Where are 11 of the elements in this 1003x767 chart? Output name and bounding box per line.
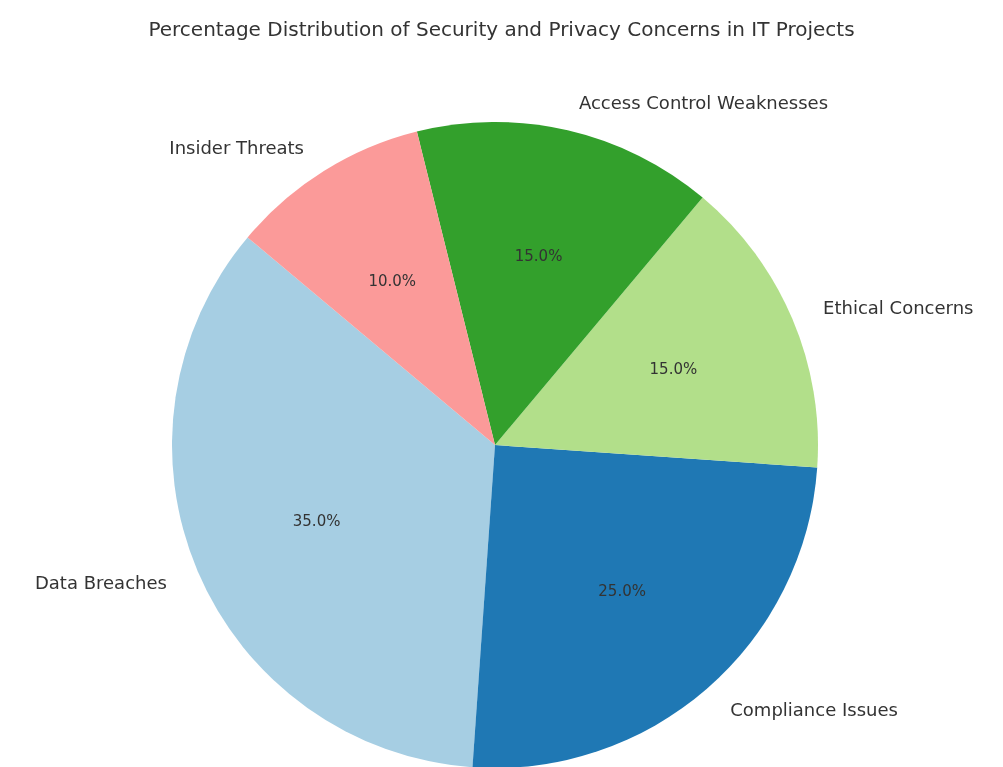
slice-label: Insider Threats: [169, 136, 304, 158]
data-label: 10.0%: [368, 271, 417, 290]
slice-label: Data Breaches: [34, 571, 167, 593]
slice-label: Ethical Concerns: [823, 297, 974, 319]
data-label: 15.0%: [649, 360, 698, 379]
slice-label: Access Control Weaknesses: [578, 92, 829, 114]
data-label: 15.0%: [514, 247, 563, 266]
slice-label: Compliance Issues: [730, 699, 898, 721]
data-label: 25.0%: [598, 582, 646, 601]
data-label: 35.0%: [292, 511, 341, 530]
chart-title: Percentage Distribution of Security and Privacy Concerns in IT Projects: [148, 17, 855, 41]
